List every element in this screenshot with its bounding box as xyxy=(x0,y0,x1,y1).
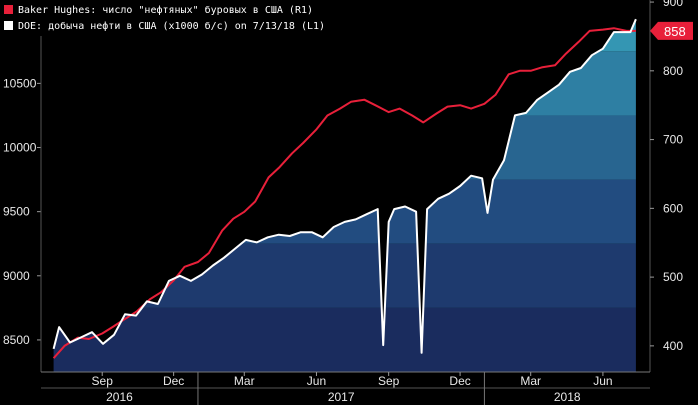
year-label: 2018 xyxy=(554,390,581,404)
x-tick-label: Jun xyxy=(307,374,326,388)
year-label: 2017 xyxy=(328,390,355,404)
legend-swatch-production xyxy=(4,21,13,30)
left-tick-label: 9500 xyxy=(3,205,30,219)
rig-last-value: 858 xyxy=(664,24,686,39)
right-axis: 400 500 600 700 800 900 858 xyxy=(649,0,693,372)
rig-last-value-box xyxy=(650,21,693,40)
x-tick-label: Mar xyxy=(234,374,255,388)
x-tick-label: Jun xyxy=(593,374,612,388)
x-tick-label: Sep xyxy=(92,374,114,388)
area-band xyxy=(53,307,636,372)
legend-label-rigs: Baker Hughes: число "нефтяных" буровых в… xyxy=(18,4,313,16)
production-line xyxy=(52,18,637,354)
left-tick-label: 8500 xyxy=(3,333,30,347)
right-tick-label: 400 xyxy=(663,339,683,353)
right-tick-label: 500 xyxy=(663,270,683,284)
left-tick-label: 10000 xyxy=(3,141,37,155)
legend-background xyxy=(0,0,360,36)
right-tick-label: 600 xyxy=(663,201,683,215)
left-tick-label: 10500 xyxy=(3,76,37,90)
x-tick-label: Dec xyxy=(449,374,470,388)
left-axis: 850090009500100001050011000 xyxy=(0,0,42,372)
year-label: 2016 xyxy=(106,390,133,404)
right-tick-label: 800 xyxy=(663,64,683,78)
x-tick-label: Mar xyxy=(520,374,541,388)
legend-label-production: DOE: добыча нефти в США (x1000 б/с) on 7… xyxy=(18,20,325,32)
right-tick-label: 700 xyxy=(663,133,683,147)
legend-swatch-rigs xyxy=(4,5,13,14)
x-tick-label: Sep xyxy=(378,374,400,388)
rig-count-line xyxy=(52,27,636,359)
legend: Baker Hughes: число "нефтяных" буровых в… xyxy=(0,0,360,36)
right-tick-label: 900 xyxy=(663,0,683,9)
series-lines xyxy=(52,18,637,359)
x-tick-label: Dec xyxy=(163,374,184,388)
left-tick-label: 9000 xyxy=(3,269,30,283)
x-axis: Sep Dec Mar Jun Sep Dec Mar Jun 2016 2017 2018 xyxy=(41,371,650,405)
